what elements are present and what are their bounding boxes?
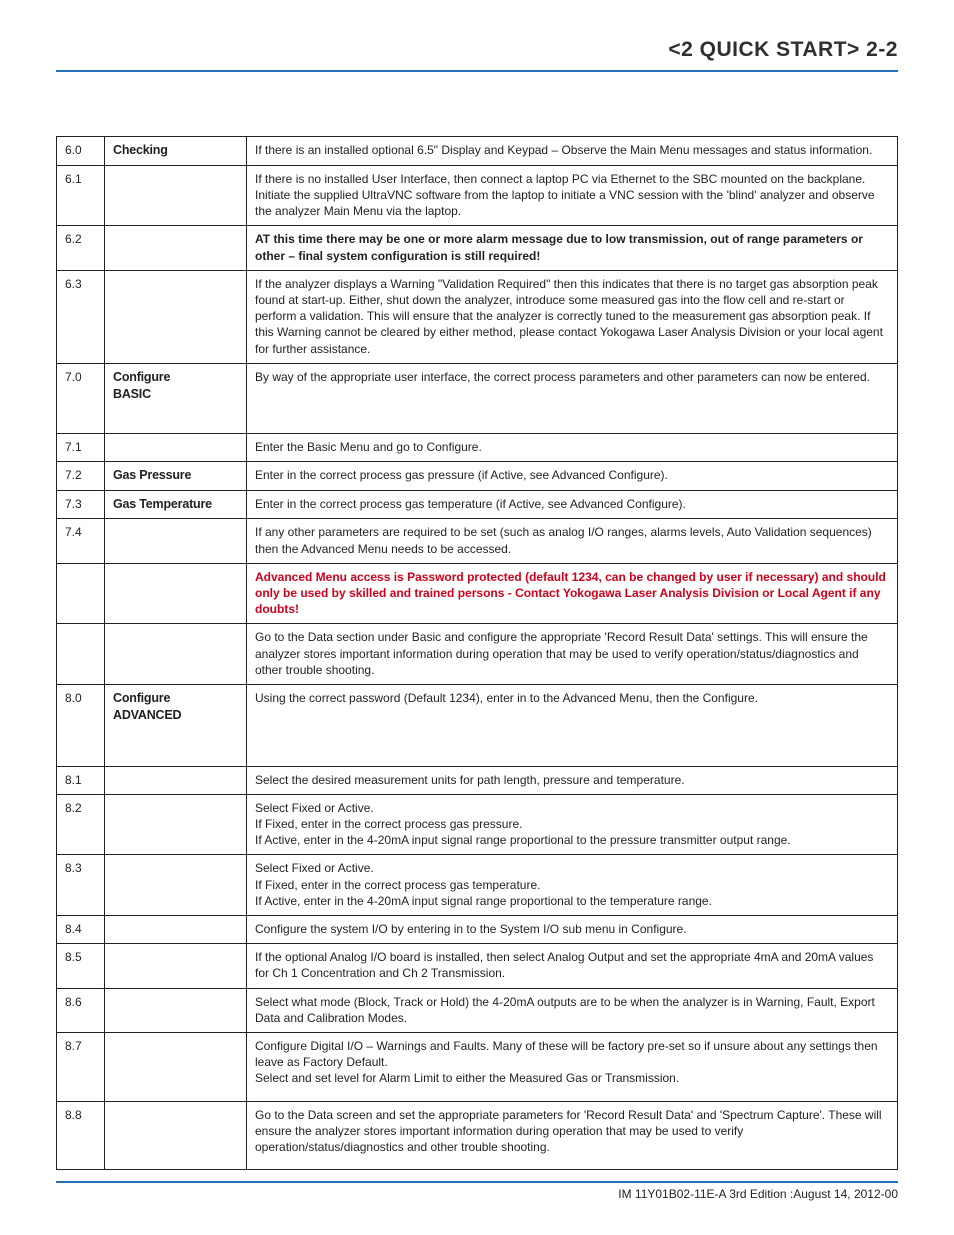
step-number: 6.1 xyxy=(57,165,105,226)
step-topic xyxy=(105,433,247,461)
step-description: If any other parameters are required to … xyxy=(247,519,898,563)
footer-rule xyxy=(56,1181,898,1183)
step-description: Select Fixed or Active.If Fixed, enter i… xyxy=(247,855,898,916)
page-header: <2 QUICK START> 2-2 xyxy=(56,38,898,72)
step-description: Select what mode (Block, Track or Hold) … xyxy=(247,988,898,1032)
table-row: 8.8 Go to the Data screen and set the app… xyxy=(57,1101,898,1170)
table-row: 6.1 If there is no installed User Interfa… xyxy=(57,165,898,226)
step-topic: Gas Pressure xyxy=(105,461,247,490)
table-row: 8.2 Select Fixed or Active.If Fixed, ente… xyxy=(57,794,898,855)
table-row: 6.3 If the analyzer displays a Warning "V… xyxy=(57,270,898,363)
step-number: 8.6 xyxy=(57,988,105,1032)
table-row: 7.0ConfigureBASICBy way of the appropria… xyxy=(57,363,898,433)
step-topic xyxy=(105,944,247,988)
table-row: 7.3Gas TemperatureEnter in the correct p… xyxy=(57,490,898,519)
table-row: 8.4 Configure the system I/O by entering … xyxy=(57,916,898,944)
footer-text: IM 11Y01B02-11E-A 3rd Edition :August 14… xyxy=(56,1187,898,1201)
table-row: 8.1 Select the desired measurement units … xyxy=(57,766,898,794)
step-description: Enter in the correct process gas tempera… xyxy=(247,490,898,519)
table-row: 6.0CheckingIf there is an installed opti… xyxy=(57,137,898,166)
step-number xyxy=(57,624,105,685)
table-row: 8.3 Select Fixed or Active.If Fixed, ente… xyxy=(57,855,898,916)
step-description: If there is an installed optional 6.5" D… xyxy=(247,137,898,166)
page: <2 QUICK START> 2-2 6.0CheckingIf there … xyxy=(0,0,954,1235)
step-topic xyxy=(105,1032,247,1101)
step-description: If the optional Analog I/O board is inst… xyxy=(247,944,898,988)
step-topic: Gas Temperature xyxy=(105,490,247,519)
step-description: Enter the Basic Menu and go to Configure… xyxy=(247,433,898,461)
step-number: 8.7 xyxy=(57,1032,105,1101)
step-number xyxy=(57,563,105,624)
table-row: Advanced Menu access is Password protect… xyxy=(57,563,898,624)
step-topic xyxy=(105,519,247,563)
step-number: 7.1 xyxy=(57,433,105,461)
step-number: 7.4 xyxy=(57,519,105,563)
step-description: Configure Digital I/O – Warnings and Fau… xyxy=(247,1032,898,1101)
step-number: 8.4 xyxy=(57,916,105,944)
table-row: 6.2 AT this time there may be one or more… xyxy=(57,226,898,270)
step-number: 8.5 xyxy=(57,944,105,988)
step-description: By way of the appropriate user interface… xyxy=(247,363,898,433)
step-description: Go to the Data screen and set the approp… xyxy=(247,1101,898,1170)
page-footer: IM 11Y01B02-11E-A 3rd Edition :August 14… xyxy=(56,1181,898,1201)
step-number: 8.0 xyxy=(57,684,105,766)
table-row: 7.1 Enter the Basic Menu and go to Config… xyxy=(57,433,898,461)
step-number: 6.0 xyxy=(57,137,105,166)
step-description: Configure the system I/O by entering in … xyxy=(247,916,898,944)
step-number: 8.3 xyxy=(57,855,105,916)
step-topic xyxy=(105,270,247,363)
step-description: Advanced Menu access is Password protect… xyxy=(247,563,898,624)
step-topic: Checking xyxy=(105,137,247,166)
table-row: 8.7 Configure Digital I/O – Warnings and … xyxy=(57,1032,898,1101)
step-topic xyxy=(105,766,247,794)
step-number: 7.3 xyxy=(57,490,105,519)
step-number: 7.2 xyxy=(57,461,105,490)
table-row: 7.2Gas PressureEnter in the correct proc… xyxy=(57,461,898,490)
step-topic: ConfigureADVANCED xyxy=(105,684,247,766)
step-description: Select Fixed or Active.If Fixed, enter i… xyxy=(247,794,898,855)
table-row: 8.0ConfigureADVANCEDUsing the correct pa… xyxy=(57,684,898,766)
step-number: 6.3 xyxy=(57,270,105,363)
step-topic: ConfigureBASIC xyxy=(105,363,247,433)
step-description: Select the desired measurement units for… xyxy=(247,766,898,794)
step-description: If the analyzer displays a Warning "Vali… xyxy=(247,270,898,363)
step-description: AT this time there may be one or more al… xyxy=(247,226,898,270)
step-number: 6.2 xyxy=(57,226,105,270)
table-row: Go to the Data section under Basic and c… xyxy=(57,624,898,685)
step-description: If there is no installed User Interface,… xyxy=(247,165,898,226)
step-topic xyxy=(105,855,247,916)
table-row: 8.6 Select what mode (Block, Track or Hol… xyxy=(57,988,898,1032)
step-description: Go to the Data section under Basic and c… xyxy=(247,624,898,685)
step-description: Using the correct password (Default 1234… xyxy=(247,684,898,766)
step-number: 8.8 xyxy=(57,1101,105,1170)
step-topic xyxy=(105,165,247,226)
quick-start-table: 6.0CheckingIf there is an installed opti… xyxy=(56,136,898,1170)
step-topic xyxy=(105,794,247,855)
step-number: 8.1 xyxy=(57,766,105,794)
step-topic xyxy=(105,226,247,270)
step-description: Enter in the correct process gas pressur… xyxy=(247,461,898,490)
step-topic xyxy=(105,624,247,685)
step-topic xyxy=(105,1101,247,1170)
step-topic xyxy=(105,916,247,944)
step-number: 8.2 xyxy=(57,794,105,855)
step-topic xyxy=(105,988,247,1032)
table-row: 7.4 If any other parameters are required … xyxy=(57,519,898,563)
table-row: 8.5 If the optional Analog I/O board is i… xyxy=(57,944,898,988)
step-topic xyxy=(105,563,247,624)
step-number: 7.0 xyxy=(57,363,105,433)
